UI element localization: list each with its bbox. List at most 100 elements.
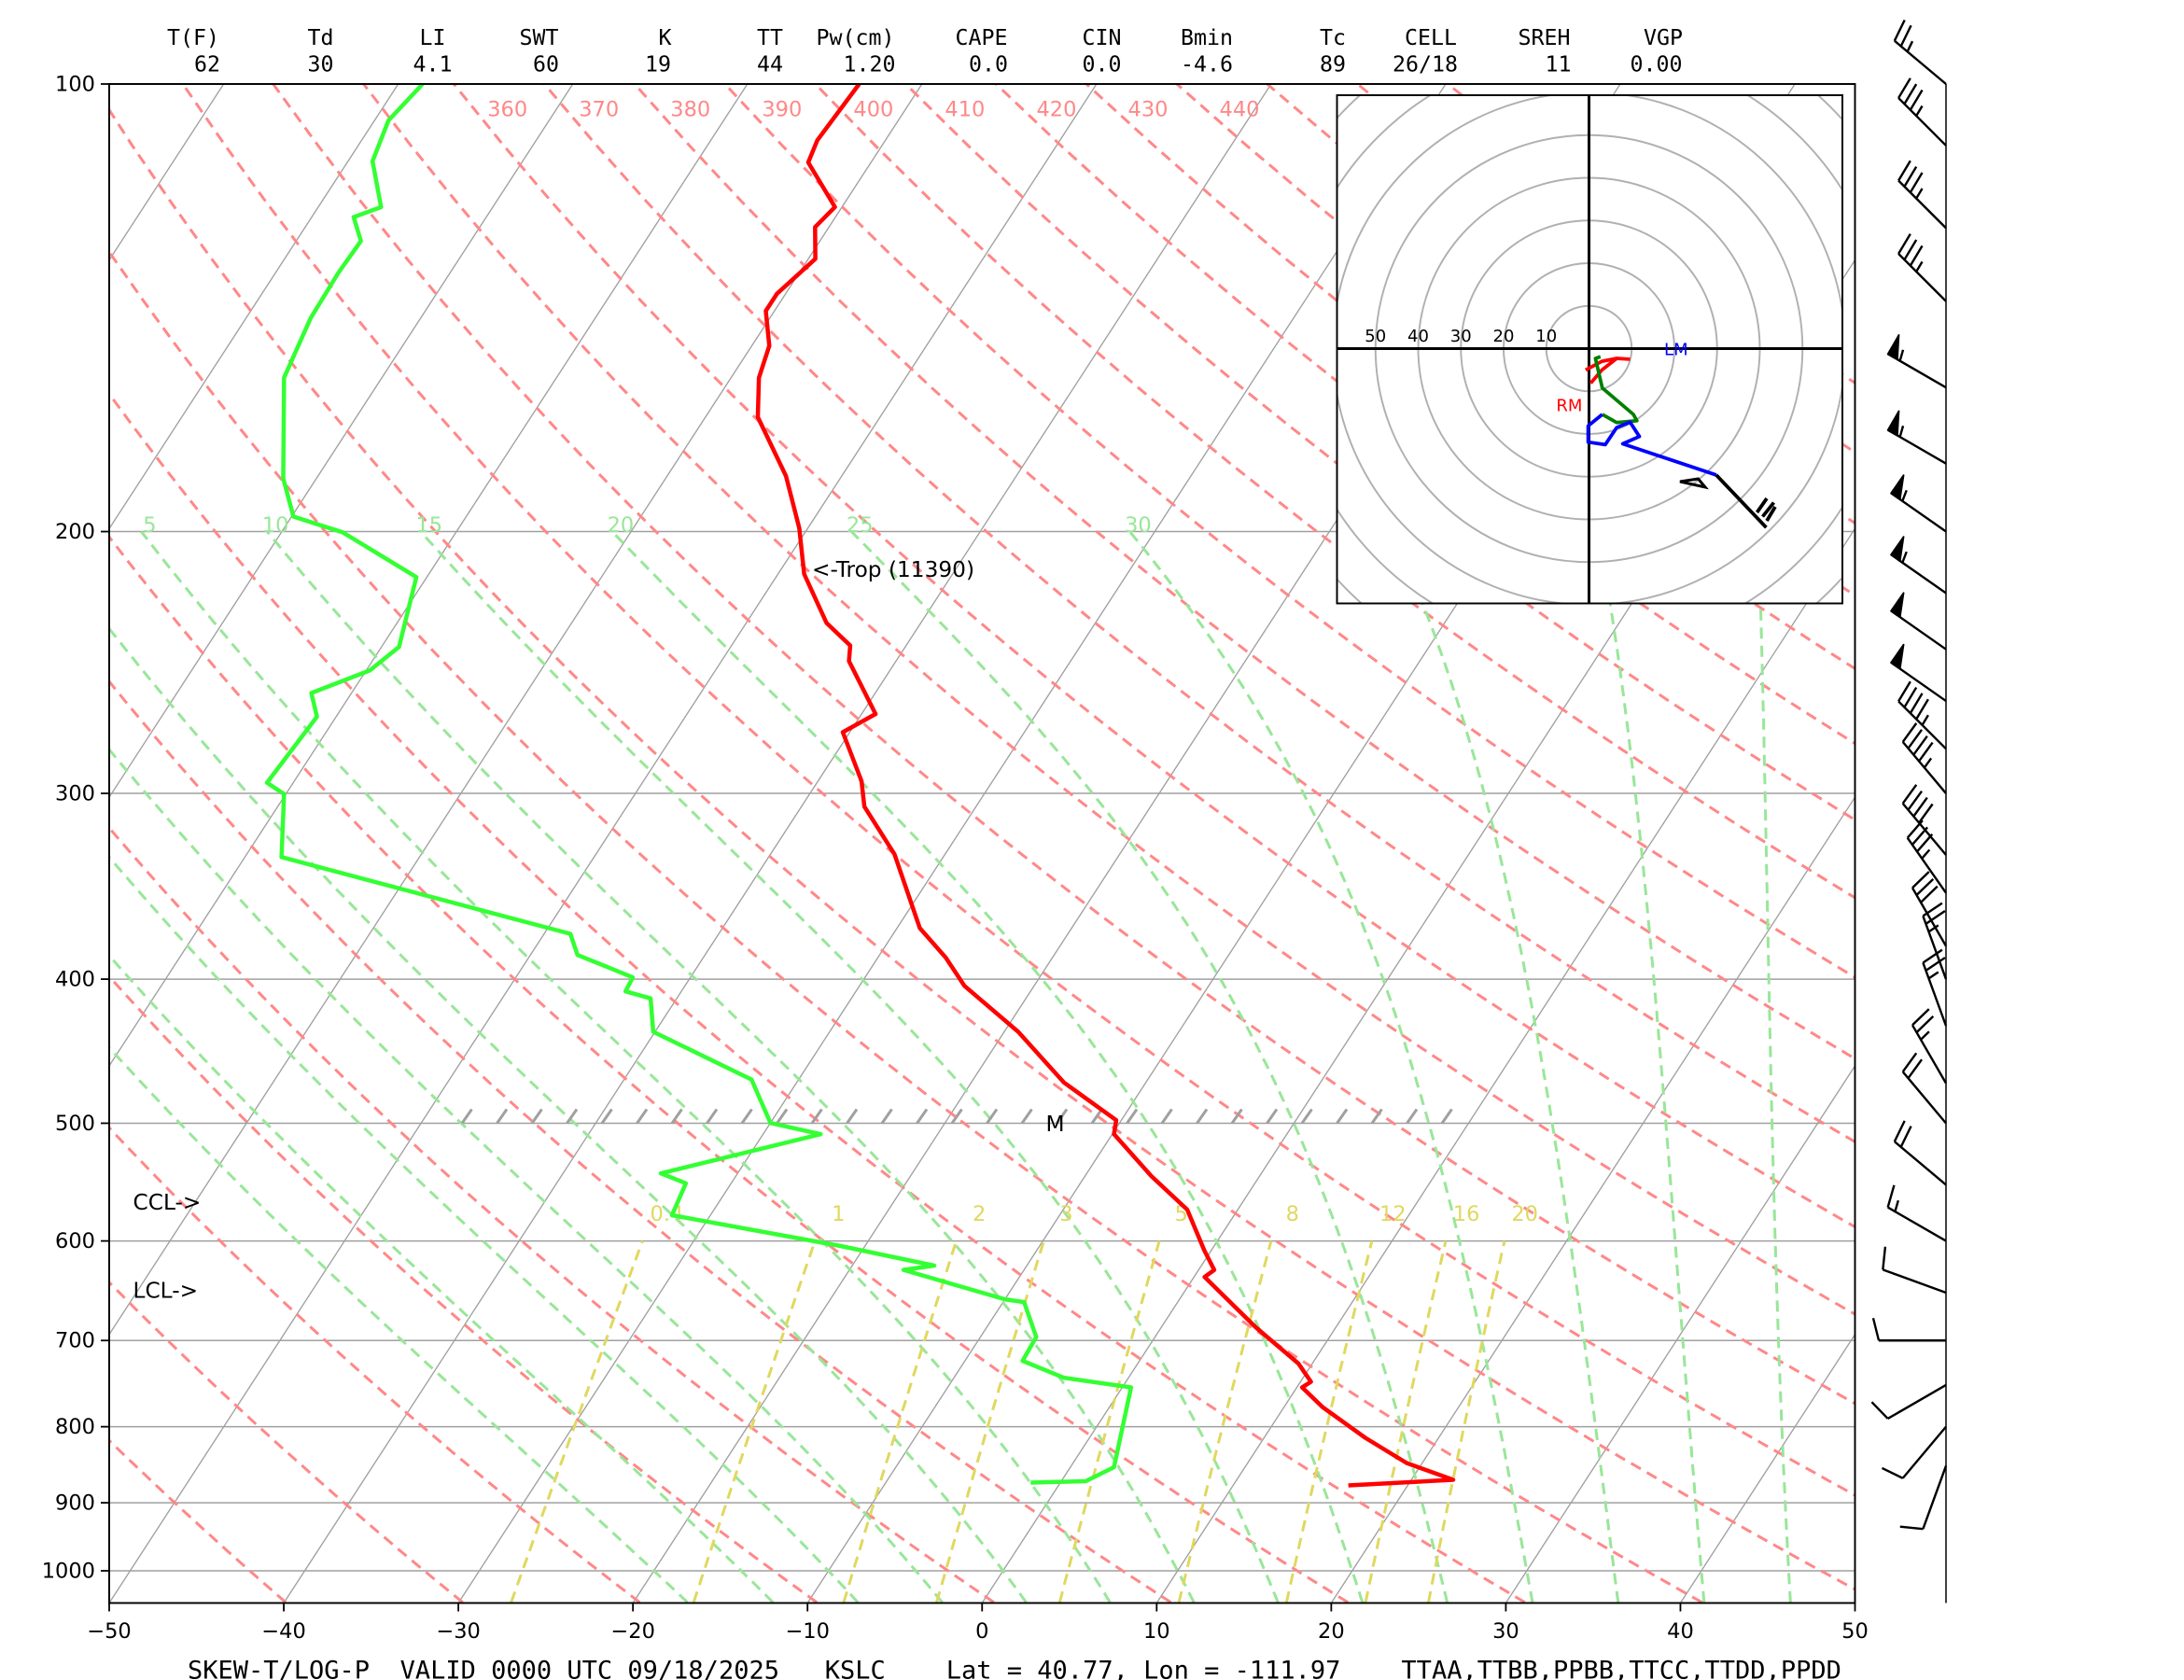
- wind-barb-full: [1903, 165, 1918, 188]
- wind-barb-full: [1901, 784, 1918, 805]
- dry-adiabat: [904, 84, 1855, 822]
- header-label: Td: [308, 25, 334, 50]
- wind-barb-flag: [1889, 592, 1905, 619]
- level-hatch-mark: [1370, 1108, 1383, 1125]
- header-label: SREH: [1519, 25, 1571, 50]
- wind-barb-full: [1897, 77, 1911, 99]
- dry-adiabat: [181, 84, 1855, 1497]
- mixing-ratio-label: 1: [832, 1202, 845, 1226]
- level-hatch-mark: [1056, 1108, 1069, 1125]
- mixing-ratio-label: 3: [1059, 1202, 1072, 1226]
- level-hatch-mark: [1230, 1108, 1243, 1125]
- dry-adiabat-label: 430: [1128, 98, 1169, 122]
- wind-barb-full: [1907, 729, 1924, 749]
- header-value: 4.1: [413, 52, 453, 77]
- level-hatch-mark: [950, 1108, 963, 1125]
- hodograph-ring-label: 20: [1493, 327, 1515, 346]
- dry-adiabat: [543, 84, 1855, 1144]
- wind-barb-staff: [1897, 97, 1947, 147]
- wind-barb: [1882, 1246, 1947, 1295]
- hodograph-ring-label: 40: [1407, 327, 1429, 346]
- wind-barb-staff: [1922, 962, 1948, 1027]
- header-label: Tc: [1320, 25, 1346, 50]
- wind-barb: [1893, 1120, 1947, 1186]
- hodograph-trace: [1593, 355, 1639, 425]
- hodograph-clip-group: [1337, 95, 1842, 604]
- isotherm: [1680, 1333, 1855, 1603]
- wind-barb-staff: [1901, 1071, 1947, 1125]
- wind-barb: [1893, 19, 1947, 85]
- wind-barb-half: [1901, 551, 1908, 564]
- level-hatch-mark: [1266, 1108, 1279, 1125]
- isotherm: [1855, 84, 2184, 1603]
- wind-barb-full: [1909, 172, 1924, 193]
- x-tick-label: −20: [610, 1619, 654, 1644]
- skewt-axes: −50 −40 −30 −20 −10 0 10 20 30 40 50 100 200 300 400 50…: [42, 73, 1869, 1645]
- mixing-ratio-line: [842, 1240, 959, 1603]
- wind-barb-staff: [1897, 179, 1947, 230]
- moist-adiabat: [1391, 530, 1620, 1603]
- wind-barb: [1906, 819, 1947, 894]
- level-hatch-mark: [1020, 1108, 1033, 1125]
- dry-adiabat: [109, 973, 818, 1603]
- header-label: VGP: [1644, 25, 1683, 50]
- wind-barb-full: [1886, 1184, 1896, 1208]
- x-tick-label: 30: [1492, 1619, 1519, 1644]
- isotherm: [109, 84, 574, 799]
- wind-barb-flag: [1889, 536, 1905, 563]
- y-tick-label: 500: [55, 1112, 95, 1136]
- wind-barb: [1922, 948, 1948, 1027]
- wind-barb: [1899, 1465, 1948, 1531]
- wind-barbs: [1870, 19, 1948, 1603]
- hodograph-barb-mark: [1755, 497, 1777, 522]
- header-label: CIN: [1083, 25, 1122, 50]
- wind-barb: [1897, 77, 1947, 147]
- wind-barb-full: [1925, 957, 1946, 972]
- moist-adiabat: [266, 530, 1196, 1603]
- wind-barb-flag: [1886, 410, 1900, 437]
- dry-adiabat: [814, 84, 1855, 900]
- level-hatch-mark: [460, 1108, 473, 1125]
- header-value: 26/18: [1393, 52, 1458, 77]
- wind-barb: [1886, 1184, 1947, 1242]
- hodograph-ring-label: 50: [1365, 327, 1386, 346]
- moist-adiabat: [140, 530, 1112, 1603]
- wind-barb: [1889, 474, 1947, 533]
- wind-barb-full: [1897, 160, 1911, 182]
- hodograph-flag-mark: [1679, 477, 1709, 490]
- dry-adiabat: [109, 534, 1349, 1603]
- skewt-background-lines: [109, 84, 2184, 1603]
- wind-barb-full: [1899, 1525, 1924, 1531]
- y-tick-label: 100: [55, 73, 95, 97]
- dry-adiabat-label: 380: [670, 98, 710, 122]
- level-hatch-mark: [740, 1108, 753, 1125]
- wind-barb-staff: [1911, 1024, 1948, 1085]
- level-hatch-mark: [986, 1108, 999, 1125]
- header-value: 30: [308, 52, 334, 77]
- header-label: CAPE: [956, 25, 1008, 50]
- hodograph-ring-label: 30: [1450, 327, 1472, 346]
- dry-adiabat: [109, 679, 1172, 1603]
- level-hatch-mark: [916, 1108, 929, 1125]
- wind-barb-half: [1906, 40, 1914, 52]
- header-label: CELL: [1405, 25, 1457, 50]
- header-value: 89: [1320, 52, 1346, 77]
- wind-barb: [1886, 410, 1947, 465]
- dry-adiabat: [109, 1438, 287, 1603]
- hodograph-ring-label: 10: [1535, 327, 1557, 346]
- level-hatch-mark: [1090, 1108, 1103, 1125]
- wind-barb-full: [1911, 871, 1930, 889]
- mixing-ratio-label: 8: [1286, 1202, 1299, 1226]
- x-tick-label: −10: [785, 1619, 829, 1644]
- wind-barb-full: [1870, 1401, 1889, 1420]
- wind-barb-half: [1927, 971, 1939, 980]
- x-tick-label: 20: [1318, 1619, 1345, 1644]
- header-label: TT: [757, 25, 783, 50]
- wind-barb-staff: [1911, 887, 1948, 947]
- wind-barb-full: [1915, 698, 1929, 721]
- level-hatch-mark: [1300, 1108, 1313, 1125]
- wind-barb-full: [1925, 910, 1946, 925]
- wind-barb-flag: [1889, 474, 1905, 501]
- wind-barb-full: [1907, 791, 1924, 811]
